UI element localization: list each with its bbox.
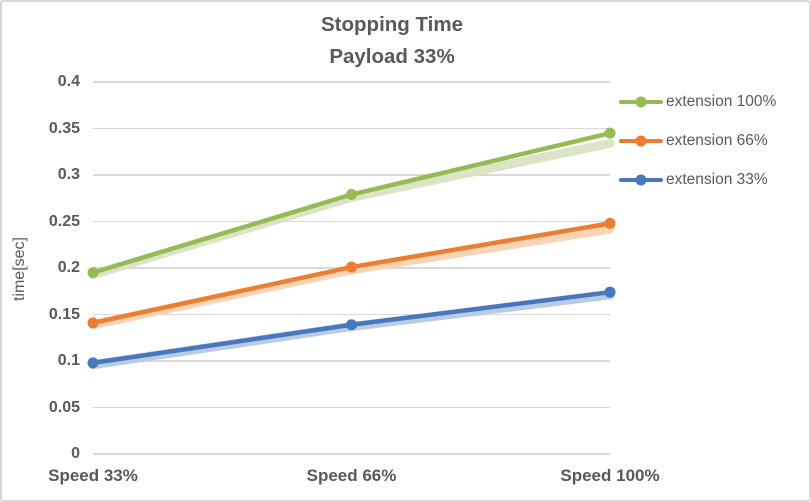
gridline — [93, 174, 610, 176]
x-tick-label: Speed 100% — [560, 466, 660, 485]
y-tick-label: 0.25 — [48, 212, 80, 230]
chart-subtitle: Payload 33% — [329, 45, 455, 68]
series-line — [90, 221, 613, 326]
legend-item-label: extension 100% — [666, 93, 777, 110]
chart-title-block: Stopping Time Payload 33% — [2, 9, 782, 73]
legend-item: extension 33% — [619, 168, 776, 192]
y-tick-label: 0.4 — [57, 73, 80, 90]
gridline — [93, 360, 610, 362]
legend-marker-dot — [635, 96, 647, 108]
series-marker — [604, 286, 616, 298]
legend-item-label: extension 33% — [666, 171, 768, 188]
gridline — [93, 453, 610, 455]
x-tick-label: Speed 33% — [48, 466, 138, 485]
gridline — [93, 406, 610, 409]
series-line — [90, 130, 613, 275]
legend-swatch-line — [619, 174, 663, 186]
series-marker — [87, 357, 99, 369]
chart-title: Stopping Time — [321, 13, 463, 36]
legend-item: extension 100% — [619, 90, 776, 114]
y-tick-label: 0.1 — [57, 352, 80, 369]
series-band-line — [88, 138, 615, 280]
legend-marker-dot — [635, 174, 647, 186]
series-line — [90, 289, 613, 366]
gridline — [93, 313, 610, 316]
series-marker — [346, 189, 357, 201]
gridline — [93, 267, 610, 269]
series-band-line — [88, 290, 615, 370]
series-marker — [87, 317, 99, 329]
legend-marker-dot — [635, 135, 647, 147]
gridline — [93, 127, 610, 130]
y-tick-label: 0.2 — [57, 259, 80, 276]
legend-item-label: extension 66% — [666, 132, 768, 149]
gridline — [93, 220, 610, 223]
legend-item: extension 66% — [619, 129, 776, 153]
legend-swatch-line — [619, 135, 663, 147]
y-tick-label: 0.3 — [57, 166, 80, 183]
y-tick-label: 0.05 — [48, 398, 80, 416]
y-tick-label: 0.35 — [48, 119, 80, 137]
series-band-line — [88, 224, 615, 330]
y-tick-label: 0 — [71, 445, 80, 462]
x-tick-label: Speed 66% — [306, 466, 397, 485]
series-marker — [604, 217, 616, 229]
legend: extension 100% extension 66% extension 33% — [619, 90, 776, 192]
legend-swatch-line — [619, 96, 663, 108]
y-tick-label: 0.15 — [48, 305, 80, 323]
gridline — [93, 81, 610, 83]
series-marker — [346, 319, 357, 331]
